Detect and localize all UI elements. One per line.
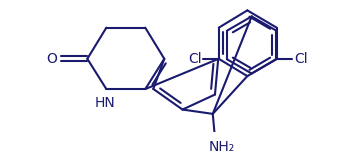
Text: NH₂: NH₂	[208, 140, 234, 153]
Text: O: O	[47, 52, 57, 66]
Text: Cl: Cl	[188, 52, 202, 66]
Text: Cl: Cl	[294, 52, 308, 66]
Text: HN: HN	[94, 96, 115, 110]
